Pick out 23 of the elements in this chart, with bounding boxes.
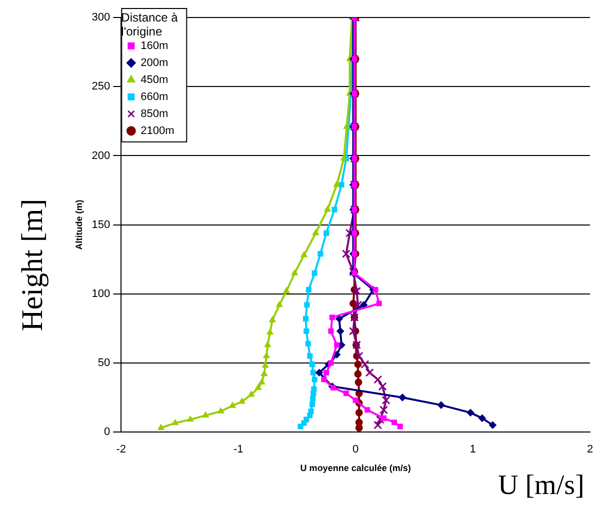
x-tick-label: 0 [352, 444, 359, 456]
x-tick-label: 2 [586, 444, 594, 456]
y-tick-label: 50 [98, 356, 110, 369]
y-tick-label: 200 [92, 150, 110, 162]
x-tick-label: -2 [116, 444, 126, 456]
y-tick-label: 300 [92, 12, 110, 24]
x-axis-title: U moyenne calculée (m/s) [300, 463, 411, 474]
y-axis-title: Altitude (m) [74, 200, 84, 250]
text: U [m/s] [498, 470, 584, 502]
legend-label: 200m [140, 56, 168, 69]
x-tick-label: 1 [470, 444, 476, 456]
x-tick-label: -1 [233, 444, 244, 456]
y-tick-label: 100 [92, 288, 110, 300]
legend-label: 160m [140, 40, 168, 52]
y-tick-label: 150 [92, 218, 110, 231]
text: Height [m] [16, 198, 50, 334]
y-tick-label: 250 [92, 80, 110, 93]
legend-label: 660m [140, 90, 168, 103]
legend-label: 2100m [140, 124, 174, 137]
y-tick-label: 0 [104, 426, 110, 438]
legend-label: 450m [140, 74, 168, 86]
legend-title: Distance à l'origine [121, 10, 178, 39]
legend-label: 850m [140, 108, 168, 120]
